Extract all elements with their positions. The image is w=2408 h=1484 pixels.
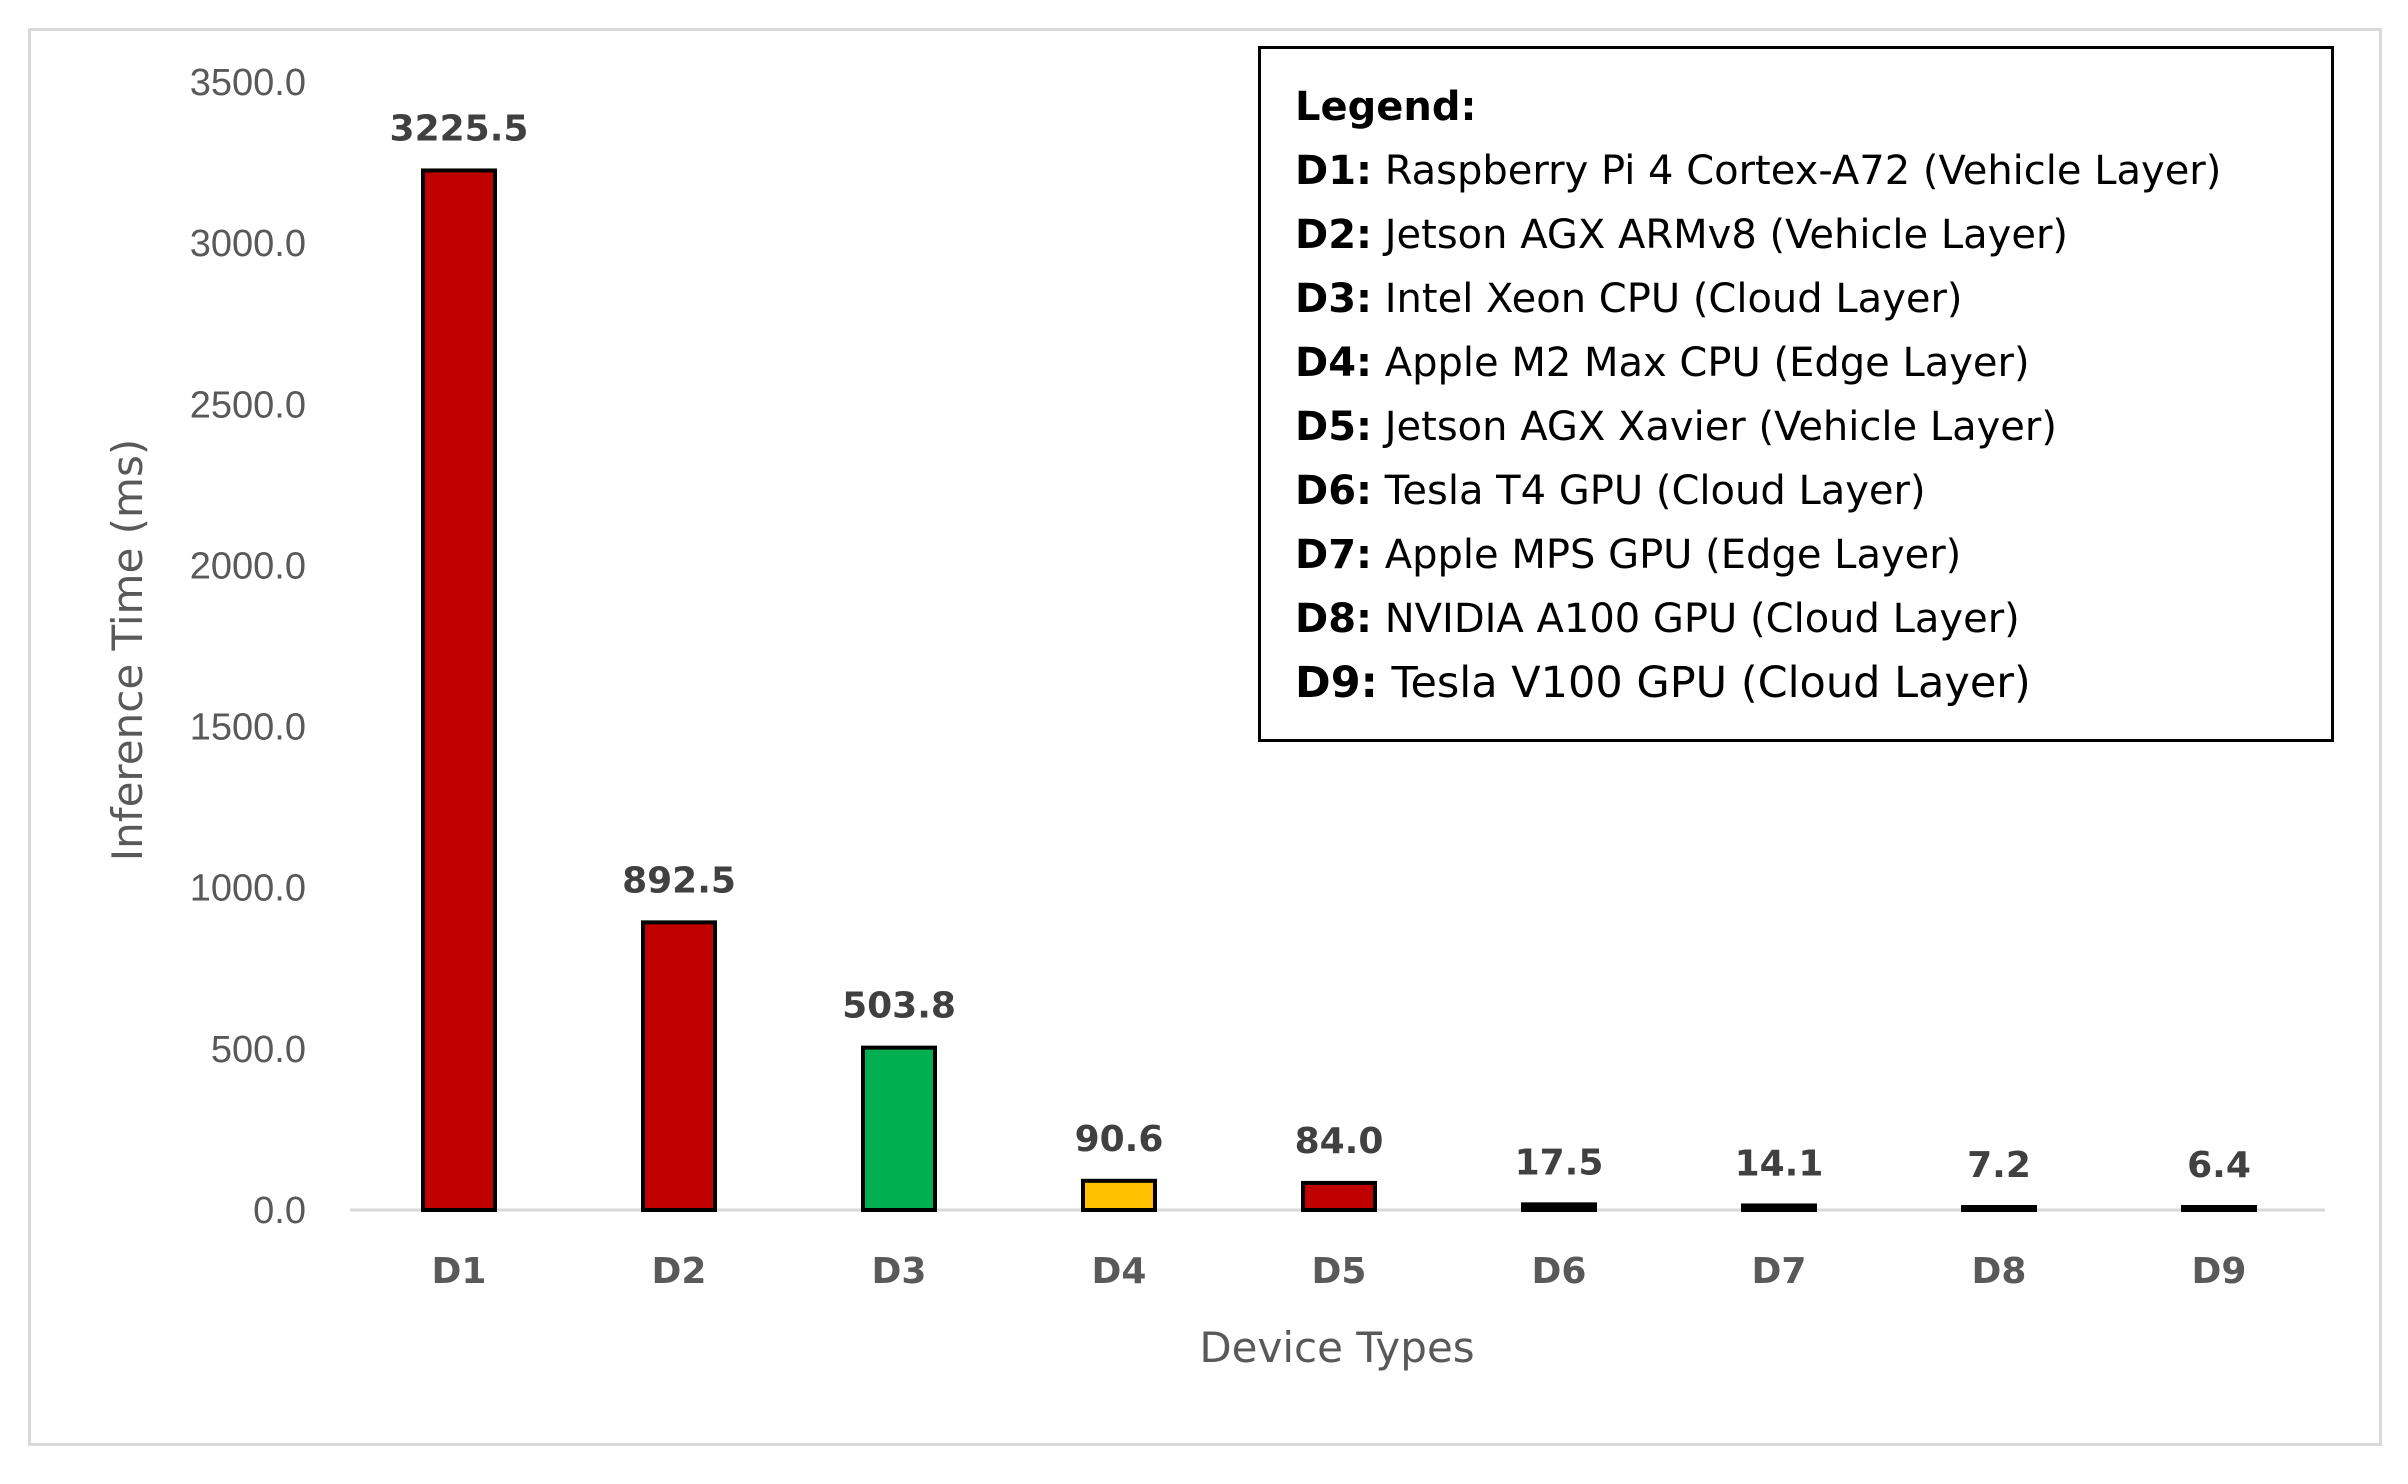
legend-entry-8: D8: NVIDIA A100 GPU (Cloud Layer) [1295,587,2331,651]
category-labels: D1 D2 D3 D4 D5 D6 D7 D8 D9 [432,1251,2247,1292]
value-labels: 3225.5 892.5 503.8 90.6 84.0 17.5 14.1 7.2 6.4 [390,108,2251,1186]
y-tick-label: 1000.0 [190,868,306,910]
bar-d8 [1961,1205,2037,1212]
category-label-d8: D8 [1972,1251,2027,1292]
category-label-d1: D1 [432,1251,487,1292]
value-label-d5: 84.0 [1295,1121,1384,1162]
legend-box: Legend: D1: Raspberry Pi 4 Cortex-A72 (V… [1258,46,2334,742]
legend-entry-1: D1: Raspberry Pi 4 Cortex-A72 (Vehicle L… [1295,139,2331,203]
category-label-d2: D2 [652,1251,707,1292]
bar-d2 [641,920,717,1212]
legend-title: Legend: [1295,84,1477,130]
legend-entry-4: D4: Apple M2 Max CPU (Edge Layer) [1295,331,2331,395]
value-label-d9: 6.4 [2187,1145,2251,1186]
category-label-d5: D5 [1312,1251,1367,1292]
bar-d1 [421,168,497,1213]
y-tick-label: 0.0 [253,1190,306,1232]
category-label-d4: D4 [1092,1251,1147,1292]
legend-text: Raspberry Pi 4 Cortex-A72 (Vehicle Layer… [1372,148,2222,194]
legend-entry-9: D9: Tesla V100 GPU (Cloud Layer) [1295,651,2331,715]
legend-text: Jetson AGX ARMv8 (Vehicle Layer) [1372,212,2068,258]
bar-d4 [1081,1178,1157,1212]
category-label-d7: D7 [1752,1251,1807,1292]
value-label-d7: 14.1 [1735,1143,1824,1184]
y-tick-label: 3500.0 [190,62,306,104]
y-tick-label: 500.0 [211,1029,306,1071]
y-axis-ticks: 0.0 500.0 1000.0 1500.0 2000.0 2500.0 3000.0 35… [190,62,306,1232]
legend-key: D5: [1295,404,1373,450]
x-axis-title: Device Types [1199,1323,1474,1372]
legend-key: D1: [1295,148,1373,194]
bar-d3 [861,1045,937,1212]
value-label-d6: 17.5 [1515,1142,1604,1183]
legend-entry-5: D5: Jetson AGX Xavier (Vehicle Layer) [1295,395,2331,459]
legend-entry-3: D3: Intel Xeon CPU (Cloud Layer) [1295,267,2331,331]
legend-text: Intel Xeon CPU (Cloud Layer) [1372,276,1963,322]
category-label-d9: D9 [2192,1251,2247,1292]
legend-text: Apple M2 Max CPU (Edge Layer) [1372,340,2030,386]
legend-text: Tesla T4 GPU (Cloud Layer) [1372,468,1926,514]
legend-entry-7: D7: Apple MPS GPU (Edge Layer) [1295,523,2331,587]
legend-entries: D1: Raspberry Pi 4 Cortex-A72 (Vehicle L… [1295,139,2331,715]
y-tick-label: 3000.0 [190,223,306,265]
bar-d5 [1301,1180,1377,1212]
legend-text: Apple MPS GPU (Edge Layer) [1372,532,1962,578]
legend-key: D8: [1295,596,1373,642]
value-label-d8: 7.2 [1967,1145,2031,1186]
legend-key: D3: [1295,276,1373,322]
category-label-d6: D6 [1532,1251,1587,1292]
value-label-d1: 3225.5 [390,108,529,149]
legend-key: D7: [1295,532,1373,578]
value-label-d3: 503.8 [842,986,956,1027]
legend-text: NVIDIA A100 GPU (Cloud Layer) [1372,596,2020,642]
value-label-d4: 90.6 [1075,1119,1164,1160]
legend-key: D2: [1295,212,1373,258]
y-axis-title: Inference Time (ms) [103,439,152,861]
legend-entry-2: D2: Jetson AGX ARMv8 (Vehicle Layer) [1295,203,2331,267]
legend-entry-6: D6: Tesla T4 GPU (Cloud Layer) [1295,459,2331,523]
legend-text: Jetson AGX Xavier (Vehicle Layer) [1372,404,2057,450]
y-tick-label: 2000.0 [190,545,306,587]
y-tick-label: 1500.0 [190,707,306,749]
legend-key: D6: [1295,468,1373,514]
legend-key: D9: [1295,658,1378,708]
bar-d6 [1521,1202,1597,1212]
legend-text: Tesla V100 GPU (Cloud Layer) [1377,658,2031,708]
bar-d9 [2181,1205,2257,1212]
category-label-d3: D3 [872,1251,927,1292]
legend-key: D4: [1295,340,1373,386]
y-tick-label: 2500.0 [190,384,306,426]
bars [421,168,2257,1213]
bar-d7 [1741,1203,1817,1213]
value-label-d2: 892.5 [622,860,736,901]
chart-frame [28,28,2382,1446]
